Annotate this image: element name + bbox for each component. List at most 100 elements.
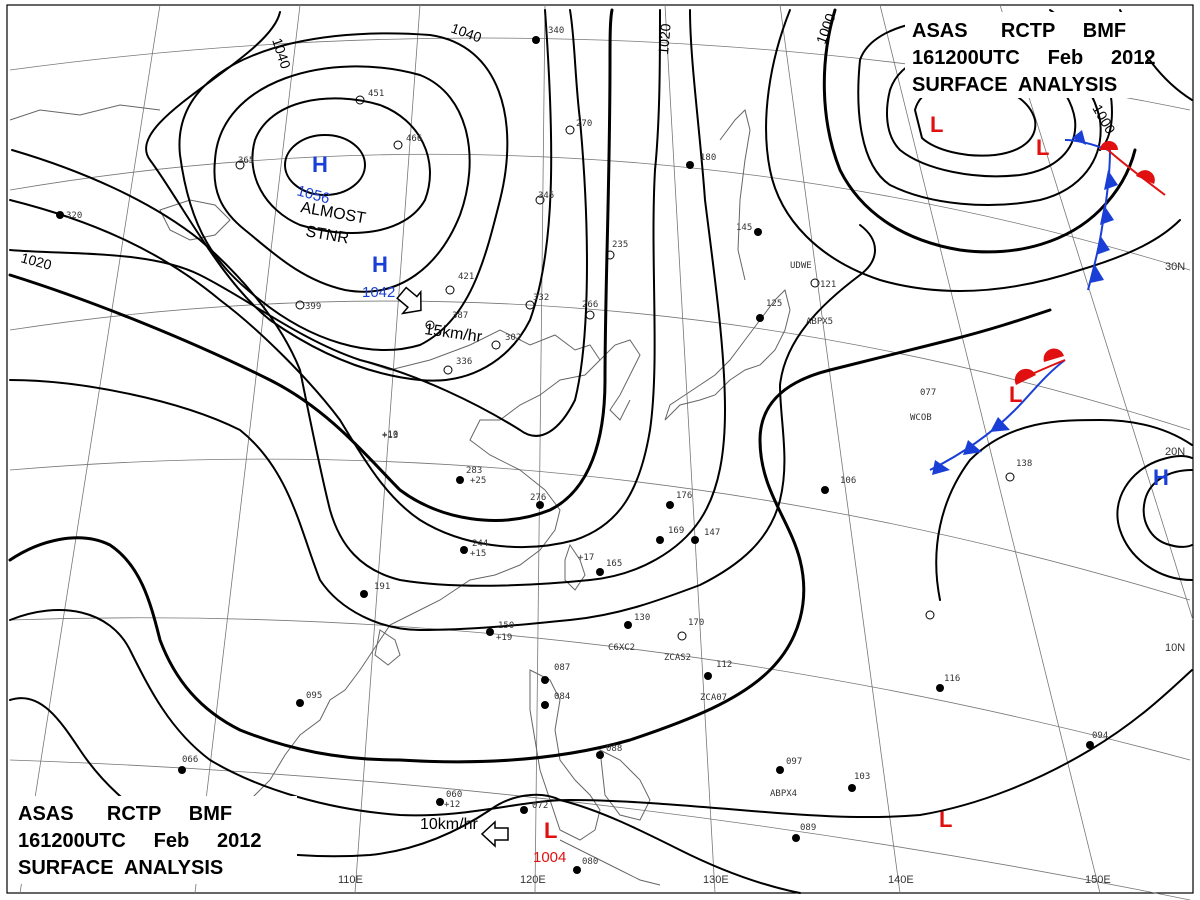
station-value: 169 [668, 526, 684, 536]
station-value: +25 [470, 476, 486, 486]
station-value: 112 [716, 660, 732, 670]
station-value: 125 [766, 299, 782, 309]
low-pressure-label: L [1009, 382, 1022, 407]
station-value: 180 [700, 153, 716, 163]
latitude-label: 20N [1165, 446, 1185, 458]
cold-front-south [929, 359, 1066, 475]
station-value: +13 [382, 431, 398, 441]
latitude-label: 30N [1165, 261, 1185, 273]
station-value: 345 [538, 191, 554, 201]
station-value: 060 [446, 790, 462, 800]
longitude-label: 130E [703, 874, 729, 886]
high-pressure-label: H [1153, 465, 1169, 490]
station-value: 130 [634, 613, 650, 623]
station-value: 332 [533, 293, 549, 303]
ship-id: C6XC2 [608, 643, 635, 653]
station-value: 080 [582, 857, 598, 867]
latitude-label: 10N [1165, 642, 1185, 654]
high-pressure-label: H [372, 252, 388, 277]
station-value: 121 [820, 280, 836, 290]
station-value: 365 [238, 156, 254, 166]
header-line: SURFACE ANALYSIS [18, 857, 223, 879]
station-value: 336 [456, 357, 472, 367]
station-value: 387 [452, 311, 468, 321]
station-value: 084 [554, 692, 570, 702]
header-top-right: ASAS RCTP BMF 161200UTC Feb 2012 SURFACE… [905, 12, 1155, 98]
warm-front-north [1100, 141, 1166, 196]
station-value: 106 [840, 476, 856, 486]
cold-front-north [1064, 130, 1118, 291]
ship-id: ZCA07 [700, 693, 727, 703]
station-value: 072 [532, 801, 548, 811]
ship-id: ABPX5 [806, 317, 833, 327]
ship-identifiers: UDWE ABPX5 WCOB C6XC2 ZCAS2 ZCA07 ABPX4 [608, 261, 932, 799]
station-value: 089 [800, 823, 816, 833]
station-value: +15 [470, 549, 486, 559]
station-value: 399 [305, 302, 321, 312]
station-observations: 340 466 451 421 387 336 302 276 283 244 … [56, 26, 1108, 874]
station-value: 147 [704, 528, 720, 538]
station-value: 451 [368, 89, 384, 99]
station-value: 244 [472, 539, 488, 549]
station-value: 103 [854, 772, 870, 782]
station-value: 170 [688, 618, 704, 628]
header-bottom-left: ASAS RCTP BMF 161200UTC Feb 2012 SURFACE… [12, 796, 297, 884]
station-value: 320 [66, 211, 82, 221]
header-line: 161200UTC Feb 2012 [18, 830, 261, 852]
station-value: 066 [182, 755, 198, 765]
station-value: +10 [382, 430, 398, 440]
longitude-lines [19, 4, 1194, 894]
high-pressure-label: H [312, 152, 328, 177]
low-pressure-label: L [939, 807, 952, 832]
station-value: 340 [548, 26, 564, 36]
station-value: 235 [612, 240, 628, 250]
station-value: 276 [530, 493, 546, 503]
station-value: 466 [406, 134, 422, 144]
graticule-labels: 110E 120E 130E 140E 150E 30N 20N 10N [338, 261, 1185, 886]
warm-front-south [1014, 348, 1066, 385]
station-value: 270 [576, 119, 592, 129]
station-value: 266 [582, 300, 598, 310]
motion-speed-label: 10km/hr [420, 816, 478, 833]
longitude-label: 110E [338, 874, 363, 886]
map-frame [6, 4, 1194, 894]
low-pressure-label: L [544, 818, 557, 843]
station-value: 421 [458, 272, 474, 282]
motion-arrow-icon [396, 286, 422, 315]
station-value: 095 [306, 691, 322, 701]
station-value: 116 [944, 674, 960, 684]
station-value: +19 [496, 633, 512, 643]
station-value: 145 [736, 223, 752, 233]
station-value: 094 [1092, 731, 1108, 741]
station-value: 283 [466, 466, 482, 476]
longitude-label: 140E [888, 874, 914, 886]
high-pressure-value: 1042 [362, 284, 395, 301]
ship-id: WCOB [910, 413, 932, 423]
ship-id: UDWE [790, 261, 812, 271]
station-value: 138 [1016, 459, 1032, 469]
ship-id: ABPX4 [770, 789, 797, 799]
low-pressure-label: L [930, 112, 943, 137]
station-value: 097 [786, 757, 802, 767]
ship-id: ZCAS2 [664, 653, 691, 663]
longitude-label: 150E [1085, 874, 1111, 886]
station-value: 077 [920, 388, 936, 398]
station-value: +12 [444, 800, 460, 810]
station-value: 165 [606, 559, 622, 569]
station-value: 176 [676, 491, 692, 501]
header-line: ASAS RCTP BMF [912, 20, 1126, 42]
low-pressure-value: 1004 [533, 849, 566, 866]
motion-arrow-icon [480, 820, 509, 848]
station-value: 302 [505, 333, 521, 343]
station-value: 087 [554, 663, 570, 673]
station-value: +17 [578, 553, 594, 563]
header-line: SURFACE ANALYSIS [912, 74, 1117, 96]
isobar-label: 1020 [655, 23, 674, 56]
longitude-label: 120E [520, 874, 546, 886]
station-value: 150 [498, 621, 514, 631]
header-line: ASAS RCTP BMF [18, 803, 232, 825]
low-pressure-label: L [1036, 135, 1049, 160]
station-value: 191 [374, 582, 390, 592]
station-value: 088 [606, 744, 622, 754]
isobar-label: 1020 [19, 249, 53, 273]
